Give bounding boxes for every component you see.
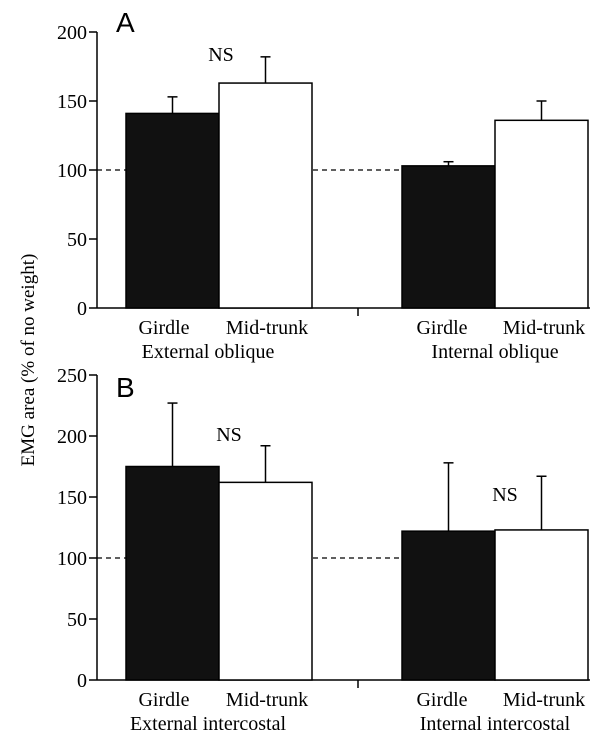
group-label: Internal intercostal — [420, 713, 571, 731]
y-tick-label: 250 — [57, 365, 87, 387]
bar-girdle — [125, 465, 220, 681]
category-label: Girdle — [138, 317, 189, 339]
category-label: Mid-trunk — [503, 317, 585, 339]
y-tick-label: 150 — [57, 91, 87, 113]
category-label: Mid-trunk — [503, 689, 585, 711]
y-tick-label: 50 — [67, 609, 87, 631]
y-tick-label: 200 — [57, 426, 87, 448]
significance-label: NS — [216, 424, 242, 446]
bar-girdle — [401, 165, 496, 309]
category-label: Girdle — [138, 689, 189, 711]
panel-letter: B — [116, 372, 135, 403]
bar-mid-trunk — [494, 529, 589, 681]
significance-label: NS — [208, 44, 234, 66]
bar-mid-trunk — [494, 119, 589, 309]
y-tick-label: 100 — [57, 548, 87, 570]
y-tick-label: 50 — [67, 229, 87, 251]
y-tick-label: 100 — [57, 160, 87, 182]
group-label: Internal oblique — [431, 341, 558, 363]
panel-letter: A — [116, 7, 135, 38]
panel-b: B 0 50 100 150 200 250 Girdle Mid-trunk External … — [57, 365, 590, 731]
bar-mid-trunk — [218, 82, 313, 309]
bar-mid-trunk — [218, 481, 313, 681]
bar-girdle — [125, 112, 220, 309]
y-tick-label: 200 — [57, 22, 87, 44]
y-tick-label: 150 — [57, 487, 87, 509]
y-axis-label: EMG area (% of no weight) — [18, 254, 39, 467]
group-label: External intercostal — [130, 713, 286, 731]
category-label: Mid-trunk — [226, 689, 308, 711]
group-label: External oblique — [142, 341, 275, 363]
y-tick-label: 0 — [77, 298, 87, 320]
bar-girdle — [401, 530, 496, 681]
category-label: Mid-trunk — [226, 317, 308, 339]
category-label: Girdle — [416, 689, 467, 711]
category-label: Girdle — [416, 317, 467, 339]
y-tick-label: 0 — [77, 670, 87, 692]
significance-label: NS — [492, 484, 518, 506]
